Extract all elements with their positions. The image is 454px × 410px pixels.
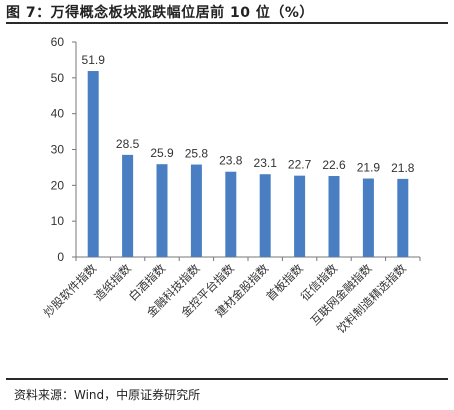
source-note: 资料来源：Wind，中原证券研究所 <box>14 388 201 402</box>
data-label: 21.8 <box>391 161 415 175</box>
footer-rule <box>6 378 448 380</box>
bar <box>190 164 202 257</box>
bar <box>122 154 134 257</box>
bar-chart: 010203040506051.9炒股软件指数28.5造纸指数25.9白酒指数2… <box>41 35 421 336</box>
y-tick-label: 0 <box>57 250 64 264</box>
bar <box>87 71 99 258</box>
y-tick-label: 50 <box>51 71 65 85</box>
chart-title: 图 7：万得概念板块涨跌幅位居前 10 位（%） <box>6 5 314 21</box>
data-label: 22.7 <box>288 158 312 172</box>
data-label: 21.9 <box>357 161 381 175</box>
data-label: 22.6 <box>322 158 346 172</box>
title-rule <box>6 22 448 24</box>
data-label: 25.9 <box>150 146 174 160</box>
bar <box>362 178 374 257</box>
data-label: 23.8 <box>219 154 243 168</box>
data-label: 23.1 <box>254 156 278 170</box>
category-label: 炒股软件指数 <box>41 261 100 320</box>
y-tick-label: 30 <box>51 143 65 157</box>
data-label: 25.8 <box>185 147 209 161</box>
bar <box>259 174 271 257</box>
y-tick-label: 40 <box>51 107 65 121</box>
data-label: 51.9 <box>82 53 106 67</box>
data-label: 28.5 <box>116 137 140 151</box>
bar <box>328 176 340 257</box>
bar <box>156 164 168 257</box>
y-tick-label: 60 <box>51 35 65 49</box>
y-tick-label: 10 <box>51 214 65 228</box>
category-label: 首板指数 <box>263 261 306 304</box>
y-tick-label: 20 <box>51 178 65 192</box>
bar <box>225 171 237 257</box>
bar <box>397 178 409 257</box>
bar <box>294 175 306 257</box>
category-label: 造纸指数 <box>91 261 134 304</box>
